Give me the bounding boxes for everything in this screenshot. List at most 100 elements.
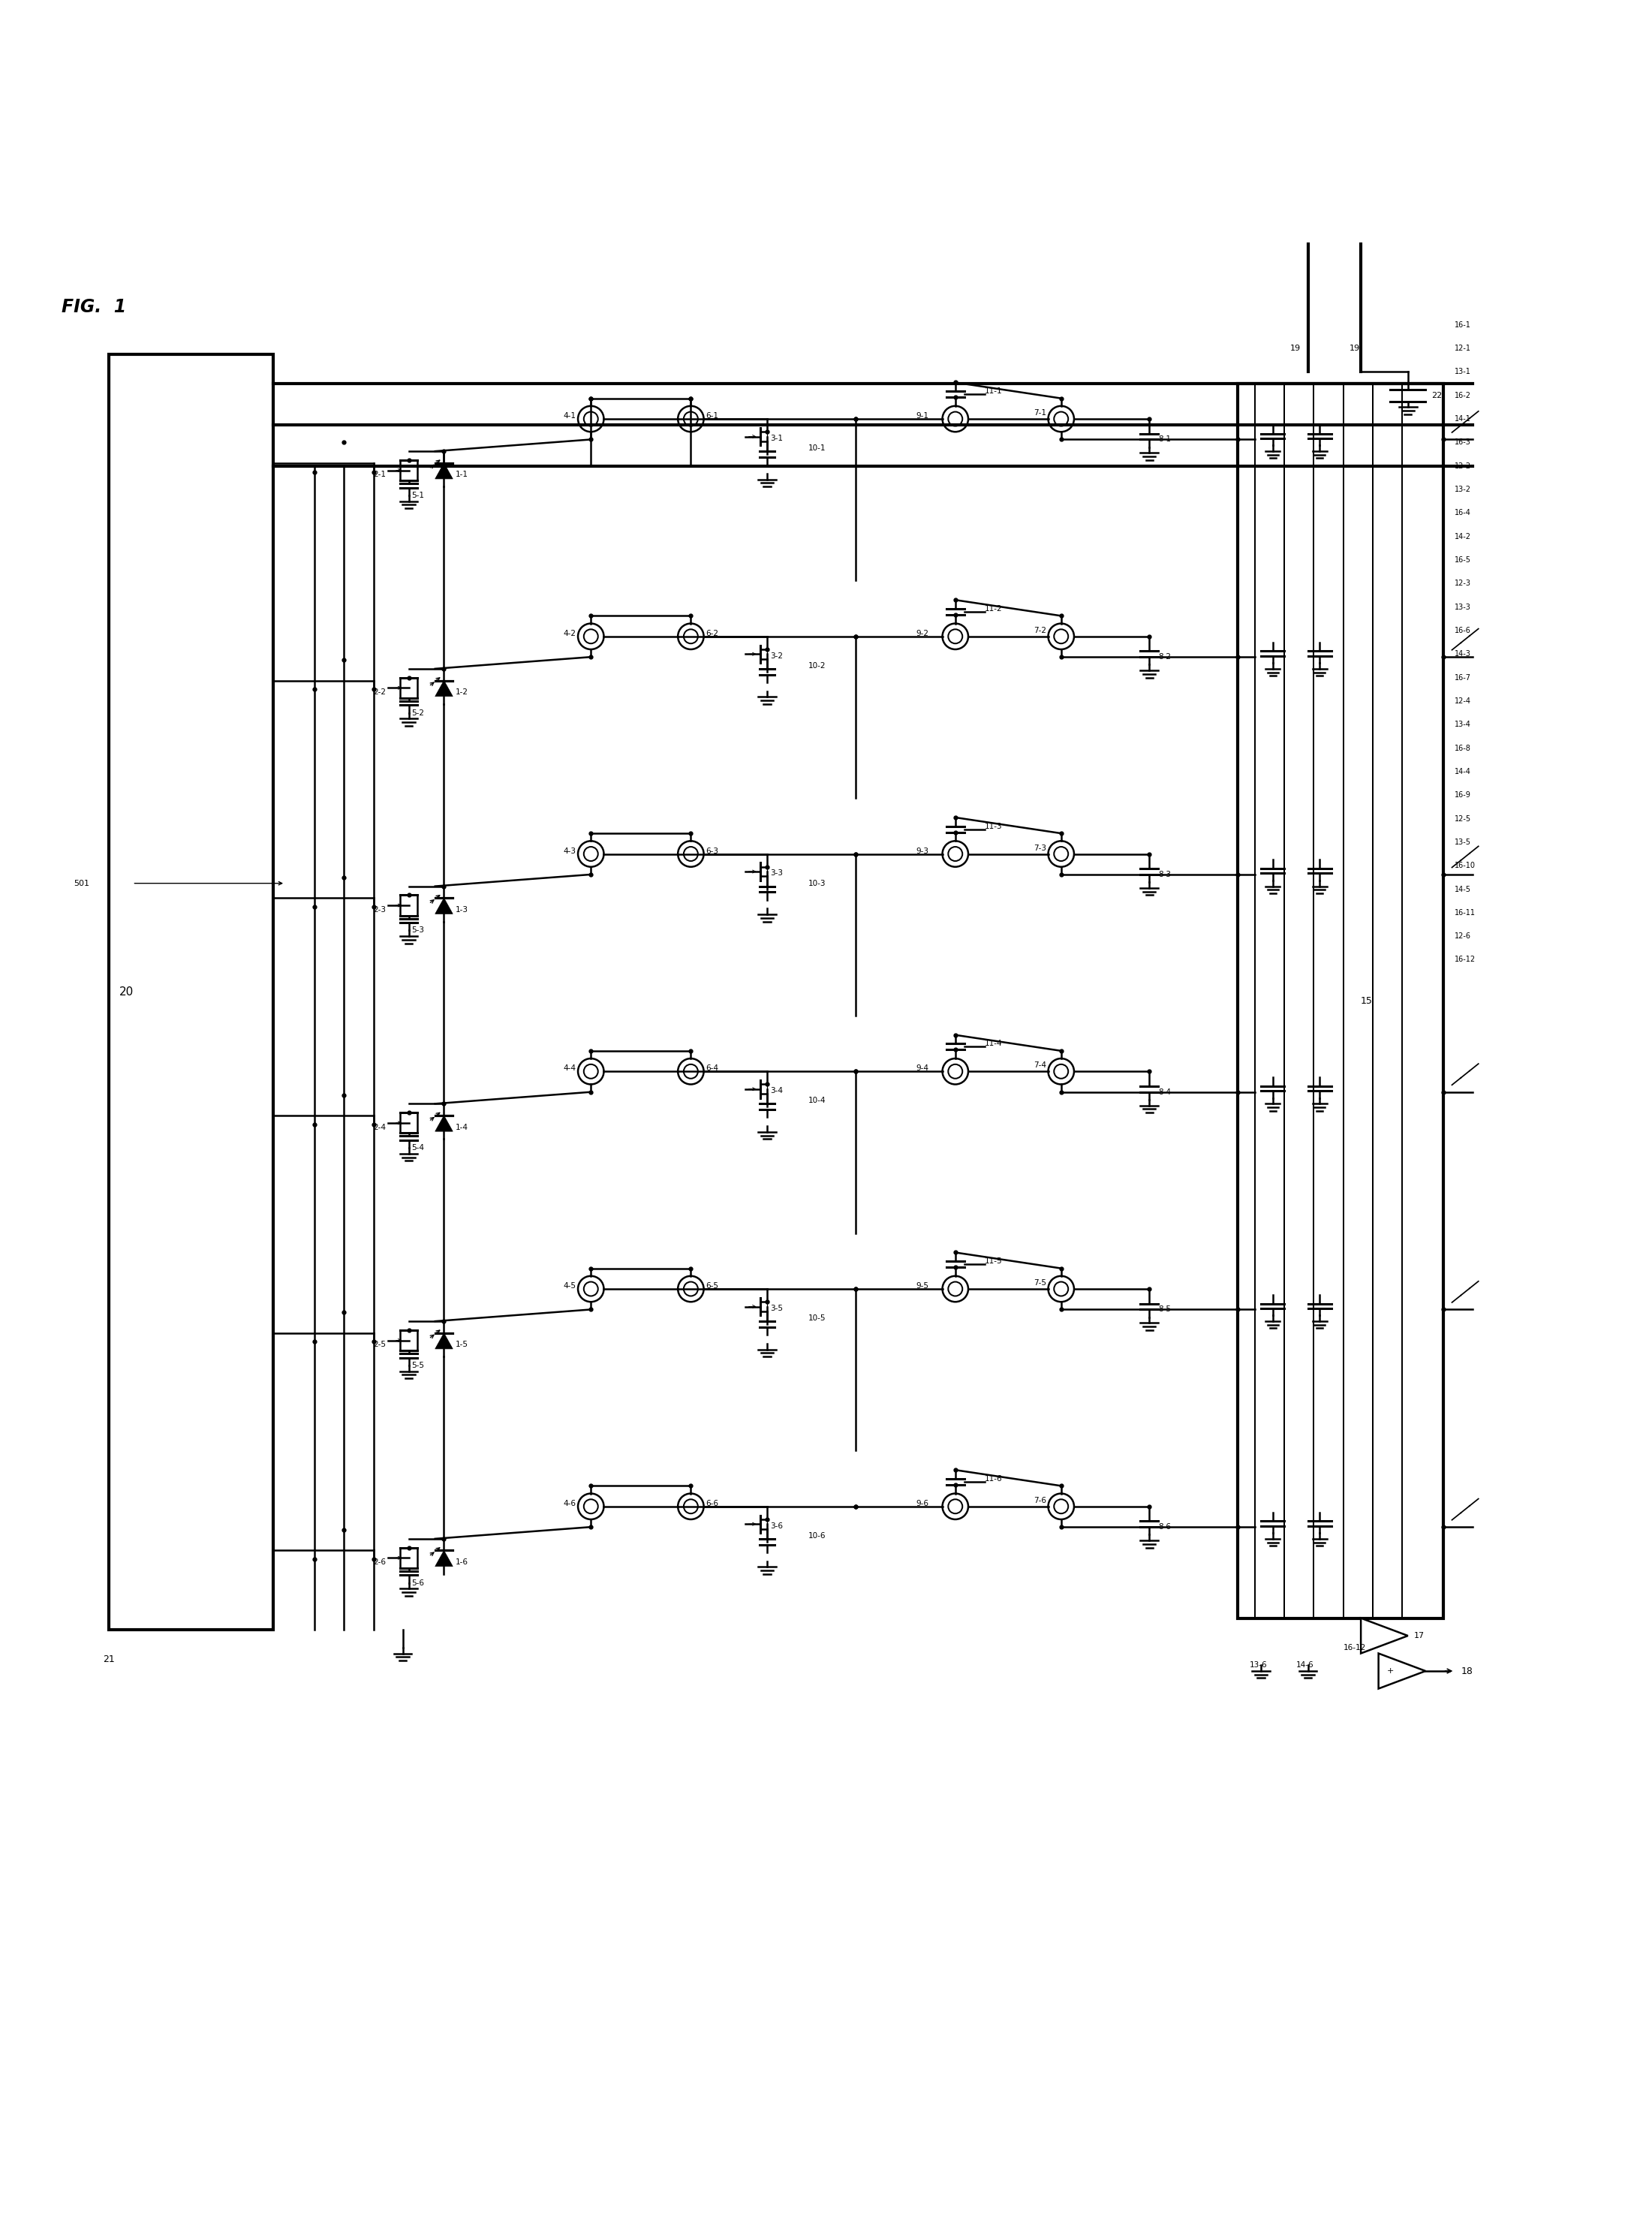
Text: 16-7: 16-7 <box>1455 674 1472 680</box>
Text: 1-4: 1-4 <box>456 1124 469 1131</box>
Text: 12-4: 12-4 <box>1455 698 1472 705</box>
Text: 16-10: 16-10 <box>1455 861 1475 870</box>
Text: 16-5: 16-5 <box>1455 556 1472 564</box>
Text: 14-3: 14-3 <box>1455 649 1472 658</box>
Text: 18: 18 <box>1460 1667 1472 1675</box>
Text: 12-5: 12-5 <box>1455 814 1472 823</box>
Text: 16-1: 16-1 <box>1455 321 1472 328</box>
Text: 16-12: 16-12 <box>1343 1644 1366 1651</box>
Text: 11-1: 11-1 <box>985 388 1003 395</box>
Text: 10-3: 10-3 <box>808 879 826 888</box>
Text: 20: 20 <box>119 986 134 997</box>
Text: 7-4: 7-4 <box>1034 1062 1046 1069</box>
Polygon shape <box>434 1551 453 1566</box>
Text: 8-2: 8-2 <box>1158 654 1171 660</box>
Polygon shape <box>1361 1617 1408 1653</box>
Text: 8-5: 8-5 <box>1158 1305 1171 1314</box>
Text: 12-2: 12-2 <box>1455 462 1472 471</box>
Text: 9-4: 9-4 <box>917 1064 928 1073</box>
Text: 5-1: 5-1 <box>411 491 425 500</box>
Text: 17: 17 <box>1414 1633 1424 1640</box>
Text: 3-6: 3-6 <box>770 1522 783 1530</box>
Text: 14-2: 14-2 <box>1455 533 1472 540</box>
Text: 11-2: 11-2 <box>985 605 1003 614</box>
Text: 8-6: 8-6 <box>1158 1524 1171 1530</box>
Text: 2-3: 2-3 <box>373 906 385 912</box>
Text: 13-3: 13-3 <box>1455 602 1472 611</box>
Text: 8-1: 8-1 <box>1158 435 1171 444</box>
Text: 9-5: 9-5 <box>917 1283 928 1290</box>
Text: 7-6: 7-6 <box>1034 1497 1046 1504</box>
Text: 5-6: 5-6 <box>411 1580 425 1586</box>
Text: 3-2: 3-2 <box>770 651 783 660</box>
Text: 3-5: 3-5 <box>770 1305 783 1312</box>
Text: 9-3: 9-3 <box>917 848 928 854</box>
Text: +: + <box>1386 1667 1394 1675</box>
Text: 16-6: 16-6 <box>1455 627 1472 634</box>
Text: 6-3: 6-3 <box>705 848 719 854</box>
Polygon shape <box>434 1332 453 1350</box>
Text: 13-6: 13-6 <box>1249 1662 1267 1669</box>
Text: 11-5: 11-5 <box>985 1258 1003 1265</box>
Text: 2-2: 2-2 <box>373 689 385 696</box>
Text: 13-5: 13-5 <box>1455 839 1472 846</box>
Text: 10-4: 10-4 <box>808 1098 826 1104</box>
Text: 7-3: 7-3 <box>1034 843 1046 852</box>
Text: 13-1: 13-1 <box>1455 368 1472 375</box>
Polygon shape <box>434 464 453 480</box>
Text: 9-2: 9-2 <box>917 629 928 638</box>
Text: 5-2: 5-2 <box>411 709 425 716</box>
Text: 16-2: 16-2 <box>1455 393 1472 399</box>
Text: 2-6: 2-6 <box>373 1559 385 1566</box>
Text: 2-5: 2-5 <box>373 1341 385 1348</box>
Text: 7-2: 7-2 <box>1034 627 1046 634</box>
Text: 19: 19 <box>1350 344 1360 352</box>
Bar <box>1237 384 1444 1617</box>
Text: 5-5: 5-5 <box>411 1361 425 1370</box>
Text: 1-1: 1-1 <box>456 471 469 477</box>
Text: 12-6: 12-6 <box>1455 933 1472 939</box>
Text: 4-1: 4-1 <box>563 413 577 419</box>
Bar <box>109 355 274 1631</box>
Text: 1-5: 1-5 <box>456 1341 469 1348</box>
Text: 16-9: 16-9 <box>1455 792 1472 799</box>
Text: 2-1: 2-1 <box>373 471 385 477</box>
Text: 12-3: 12-3 <box>1455 580 1472 587</box>
Text: 16-12: 16-12 <box>1455 955 1475 964</box>
Text: 16-3: 16-3 <box>1455 440 1472 446</box>
Text: 16-8: 16-8 <box>1455 745 1472 752</box>
Text: 6-1: 6-1 <box>705 413 719 419</box>
Text: 10-6: 10-6 <box>808 1533 826 1539</box>
Text: 22: 22 <box>1431 393 1442 399</box>
Polygon shape <box>434 680 453 696</box>
Text: 12-1: 12-1 <box>1455 344 1472 352</box>
Text: 14-4: 14-4 <box>1455 767 1472 776</box>
Text: 6-2: 6-2 <box>705 629 719 638</box>
Text: 7-1: 7-1 <box>1034 408 1046 417</box>
Text: 4-6: 4-6 <box>563 1499 577 1508</box>
Text: 7-5: 7-5 <box>1034 1278 1046 1287</box>
Text: FIG.  1: FIG. 1 <box>61 299 127 317</box>
Text: 6-6: 6-6 <box>705 1499 719 1508</box>
Text: 10-2: 10-2 <box>808 663 826 669</box>
Text: 8-4: 8-4 <box>1158 1089 1171 1095</box>
Text: 3-1: 3-1 <box>770 435 783 442</box>
Text: 4-5: 4-5 <box>563 1283 577 1290</box>
Text: 5-3: 5-3 <box>411 926 425 935</box>
Text: 9-1: 9-1 <box>917 413 928 419</box>
Text: 21: 21 <box>102 1655 116 1664</box>
Text: 3-4: 3-4 <box>770 1086 783 1095</box>
Text: 13-2: 13-2 <box>1455 486 1472 493</box>
Text: 8-3: 8-3 <box>1158 870 1171 879</box>
Text: 3-3: 3-3 <box>770 870 783 877</box>
Text: 11-3: 11-3 <box>985 823 1003 830</box>
Text: 501: 501 <box>74 879 89 888</box>
Text: 19: 19 <box>1290 344 1300 352</box>
Text: 13-4: 13-4 <box>1455 721 1472 727</box>
Text: 10-1: 10-1 <box>808 444 826 453</box>
Text: 5-4: 5-4 <box>411 1145 425 1151</box>
Text: 1-2: 1-2 <box>456 689 469 696</box>
Text: 6-5: 6-5 <box>705 1283 719 1290</box>
Polygon shape <box>434 1116 453 1131</box>
Text: 14-5: 14-5 <box>1455 886 1472 892</box>
